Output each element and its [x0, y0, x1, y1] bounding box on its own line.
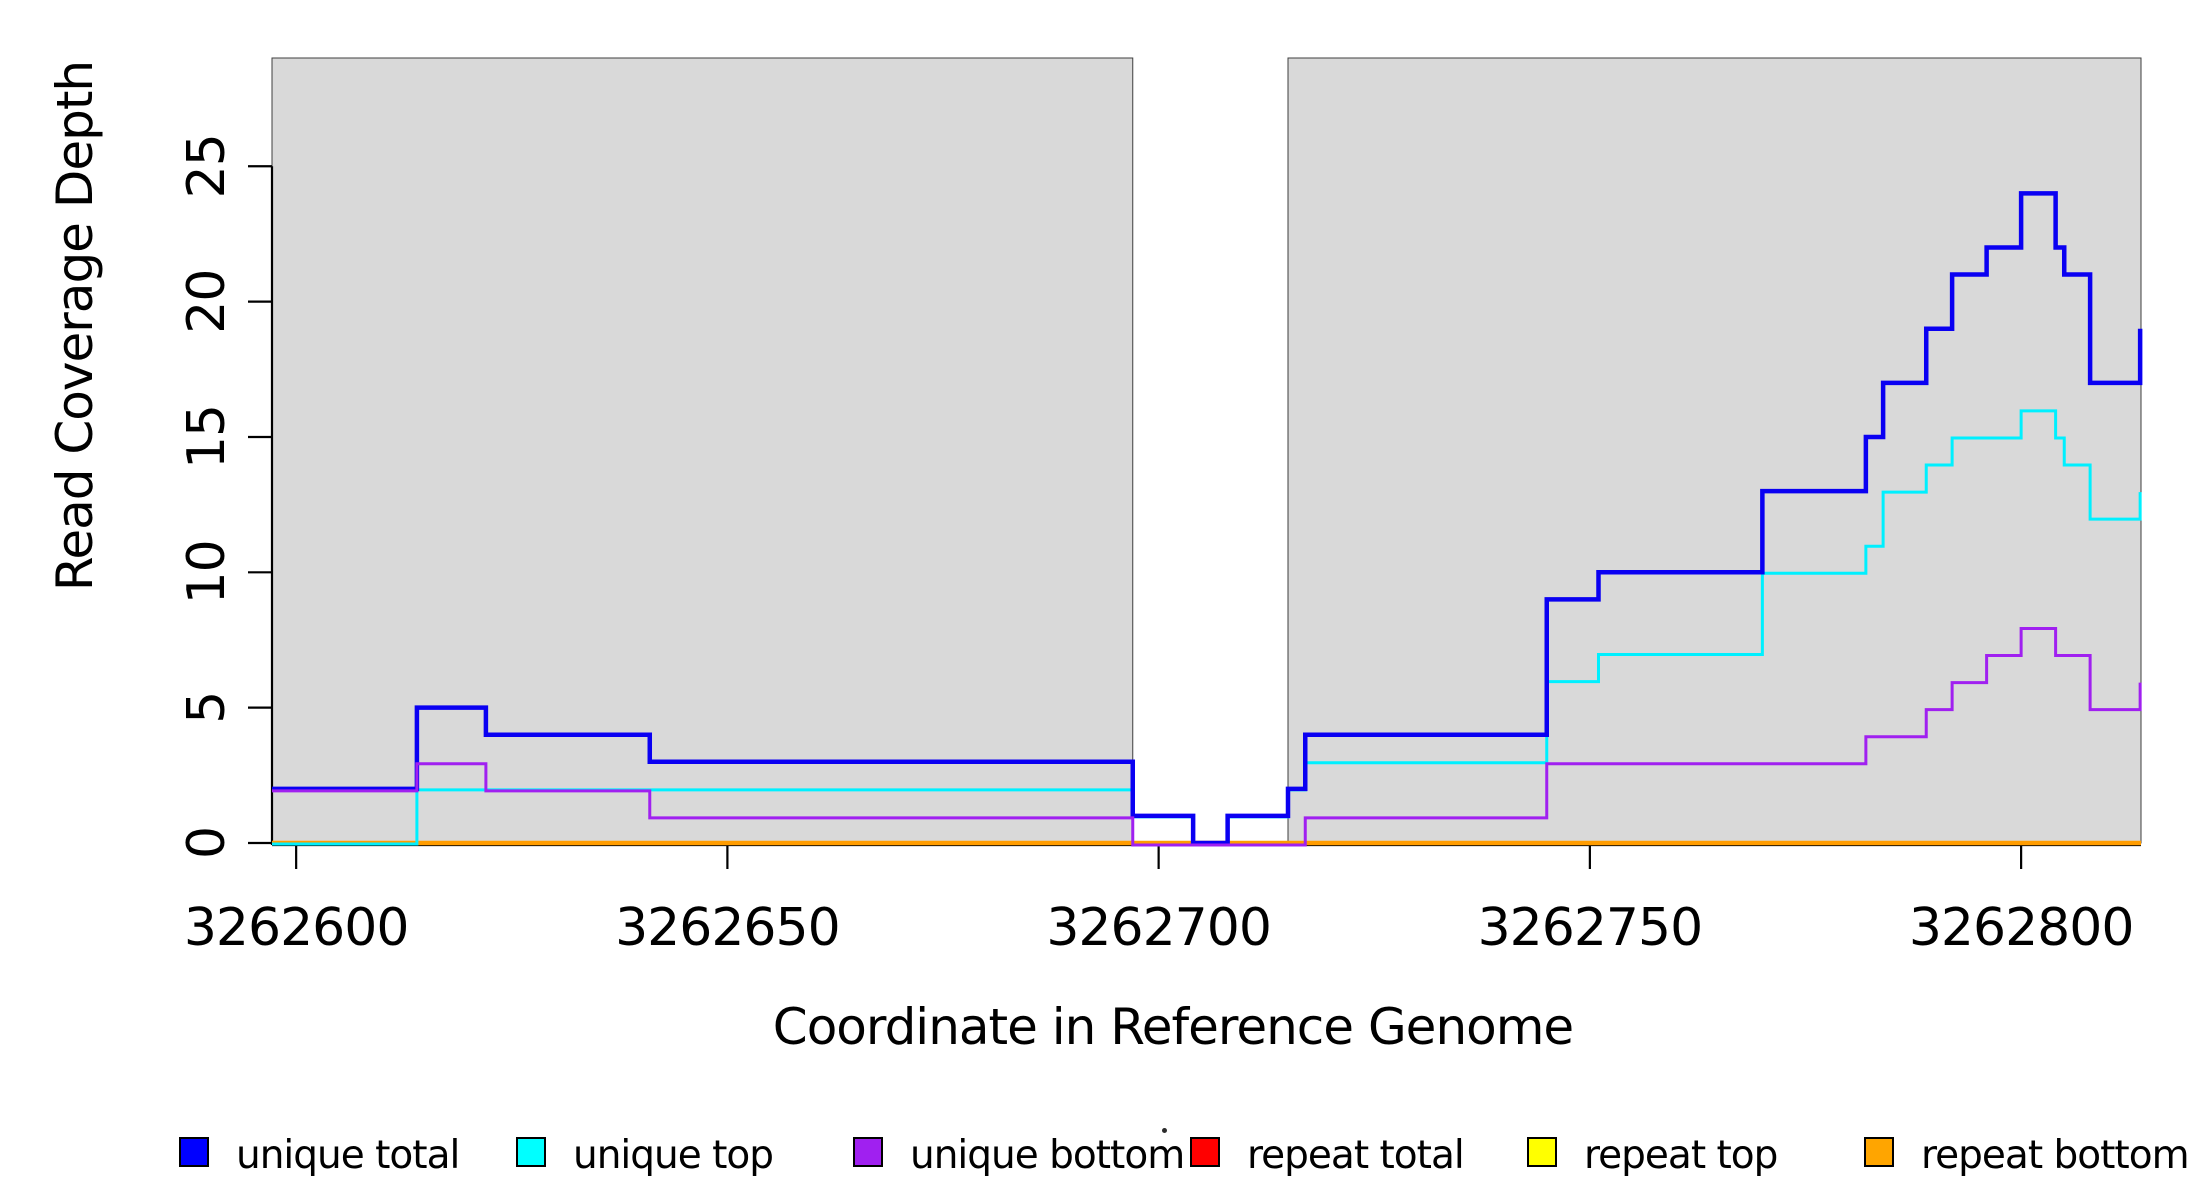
- series-line-unique-total: [272, 191, 2143, 846]
- x-axis-title: Coordinate in Reference Genome: [772, 998, 1574, 1056]
- y-axis-title: Read Coverage Depth: [46, 60, 104, 592]
- stray-dot: [1162, 1128, 1167, 1133]
- y-tick-label: 25: [177, 134, 237, 198]
- series-line-unique-bottom: [272, 626, 2142, 847]
- shaded-region-2: [1287, 57, 2142, 844]
- y-tick-label: 15: [177, 405, 237, 469]
- y-tick-label: 10: [177, 540, 237, 604]
- y-tick-label: 20: [177, 270, 237, 334]
- x-tick-label: 3262650: [615, 898, 840, 958]
- x-tick-label: 3262600: [184, 898, 409, 958]
- x-tick-label: 3262800: [1909, 898, 2134, 958]
- y-tick-label: 0: [177, 827, 237, 859]
- y-tick-label: 5: [177, 692, 237, 724]
- x-tick-label: 3262700: [1046, 898, 1271, 958]
- coverage-lines: [272, 191, 2143, 847]
- shaded-region-1: [271, 57, 1134, 844]
- x-tick-label: 3262750: [1478, 898, 1703, 958]
